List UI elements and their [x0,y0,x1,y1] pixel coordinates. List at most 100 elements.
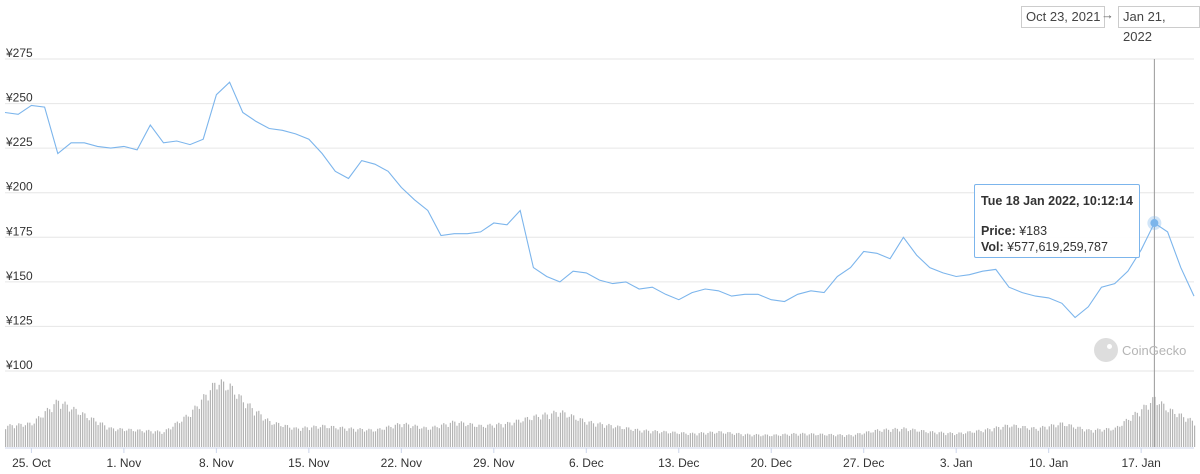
volume-bar [183,416,185,447]
volume-bar [751,436,753,447]
x-tick-label: 22. Nov [381,456,422,470]
volume-bar [1053,424,1055,447]
volume-bar [53,404,55,447]
volume-bar [1075,428,1077,447]
volume-bar [846,435,848,447]
volume-bar [989,429,991,447]
volume-bar [322,424,324,447]
volume-bar [896,428,898,447]
y-tick-label: ¥200 [5,180,33,194]
volume-bar [374,431,377,447]
volume-bar [346,430,348,447]
volume-bar [27,422,29,447]
volume-bar [1125,418,1127,447]
volume-bar [134,431,137,447]
volume-bar [161,433,163,447]
volume-bar [691,432,694,447]
volume-bar [885,428,887,447]
volume-bar [603,427,606,447]
volume-bar [278,422,280,447]
gecko-logo-icon [1094,338,1118,362]
volume-bar [62,403,64,447]
volume-bar [1004,424,1006,447]
volume-bar [716,432,718,447]
volume-bar [66,404,68,447]
volume-bar [951,433,953,447]
volume-bar [949,432,951,447]
volume-bar [385,426,388,447]
volume-bar [418,428,421,447]
volume-bar [529,419,531,447]
volume-bar [832,435,835,447]
volume-bar [1174,413,1176,447]
volume-bar [97,425,99,447]
volume-bar [788,435,791,447]
volume-bar [841,435,843,447]
range-end-date[interactable]: Jan 21, 2022 [1118,6,1200,44]
volume-bar [236,398,238,447]
volume-bar [377,428,379,447]
volume-bar [828,434,830,447]
volume-bar [837,434,839,447]
volume-bar [958,432,960,447]
volume-bar [791,433,793,447]
volume-bar [181,421,183,447]
range-start-date[interactable]: Oct 23, 2021 [1021,6,1106,28]
volume-bar [821,433,824,447]
volume-bar [850,435,852,447]
volume-bar [1059,422,1061,447]
volume-bar [35,418,38,447]
volume-bar [608,423,610,447]
volume-bar [95,421,97,447]
volume-bar [965,433,967,447]
volume-bar [115,431,117,447]
x-tick-label: 20. Dec [751,456,792,470]
volume-bar [1163,403,1165,447]
volume-bar [355,431,357,447]
volume-bar [1185,421,1187,447]
volume-bar [542,414,544,447]
volume-bar [132,431,134,447]
volume-bar [687,434,689,447]
y-tick-label: ¥175 [5,224,33,238]
volume-bar [447,426,449,447]
volume-bar [793,432,795,447]
volume-bar [1015,425,1017,447]
tooltip-date: Tue 18 Jan 2022, 10:12:14 [981,194,1133,208]
volume-bar [101,422,104,447]
volume-bar [106,429,108,447]
volume-bar [341,426,344,447]
volume-bar [590,420,592,447]
volume-bar [630,429,632,447]
y-tick-label: ¥275 [5,46,33,60]
volume-bar [707,432,709,447]
volume-bar [709,431,711,447]
volume-bar [1028,429,1031,447]
highlight-point[interactable] [1147,216,1162,231]
volume-bar [416,425,418,447]
volume-bar [493,427,496,447]
volume-bar [357,429,359,447]
volume-bar [1097,428,1099,447]
volume-bar [782,434,784,447]
volume-bar [240,395,242,447]
volume-bar [284,424,286,447]
volume-bar [282,427,284,447]
volume-bar [44,411,46,447]
volume-bar [1072,427,1075,447]
volume-bar [887,429,890,447]
x-tick-label: 27. Dec [843,456,884,470]
volume-bar [42,417,44,447]
volume-bar [570,414,573,447]
volume-bar [804,433,806,447]
volume-bar [914,429,916,447]
volume-bar [271,424,273,447]
volume-bar [167,428,170,447]
volume-bar [438,428,440,447]
volume-bar [1002,426,1004,447]
volume-bar [799,433,802,447]
volume-bar [1167,412,1169,447]
volume-bar [267,418,269,447]
volume-bar [1048,426,1050,447]
volume-bar [625,427,628,447]
